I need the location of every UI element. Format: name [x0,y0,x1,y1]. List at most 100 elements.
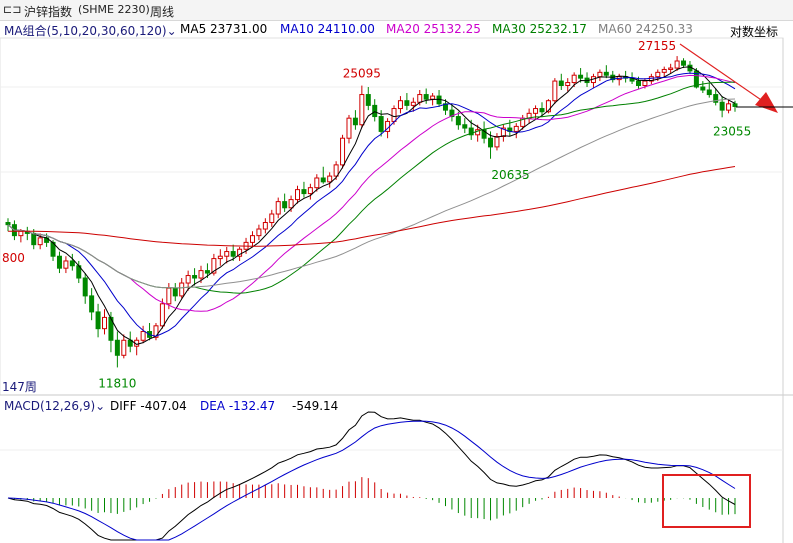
candle-body [95,311,101,330]
candle-body [700,86,706,91]
candlestick [153,322,159,341]
ma-line-ma20 [7,74,736,312]
macd-value: -549.14 [292,399,339,413]
candlestick [681,58,687,69]
candlestick [192,268,198,286]
candlestick [211,253,217,276]
candle-body [224,251,230,257]
ma5-legend: MA5 23731.00 [180,22,268,36]
chevron-down-icon[interactable]: ⌄ [166,24,177,38]
candlestick [346,114,352,144]
candle-body [314,177,320,189]
candlestick [24,226,30,241]
candlestick [307,183,313,200]
candlestick [269,209,275,227]
candlestick [340,134,346,169]
candlestick [494,133,500,151]
candle-body [198,270,204,279]
candlestick [706,82,712,98]
macd-diff: DIFF -407.04 [110,399,187,413]
candle-body [597,71,603,78]
candlestick [713,88,719,106]
candle-body [726,103,732,111]
ma-line-ma10 [7,72,736,337]
candle-body [262,222,268,230]
chart-window-icon[interactable]: ⊏⊐ [3,3,22,16]
candle-body [397,100,403,110]
ma-line-ma60 [7,98,736,289]
candle-body [211,258,217,274]
candle-body [719,101,725,111]
candlestick [327,172,333,188]
ma10-legend: MA10 24110.00 [280,22,375,36]
candlestick [262,218,268,234]
candlestick [481,121,487,144]
candlestick [449,103,455,122]
candlestick [147,322,153,341]
candle-body [513,125,519,132]
candlestick [436,90,442,107]
candle-body [63,260,69,269]
candle-body [417,94,423,103]
candlestick [121,334,127,359]
candle-body [533,108,539,114]
candlestick [314,174,320,192]
candle-body [256,228,262,237]
candlestick [462,118,468,134]
candle-body [539,108,545,113]
candle-body [320,177,326,183]
candlestick [500,124,506,142]
candle-body [102,316,107,330]
candle-body [365,94,371,106]
candle-body [681,60,687,66]
candle-body [159,303,165,327]
candle-body [114,339,120,356]
candle-body [455,116,461,126]
macd-name[interactable]: MACD(12,26,9)⌄ [4,399,106,413]
candlestick [352,110,358,130]
candlestick [533,105,539,120]
period-selector[interactable]: 周线 [150,5,175,19]
low-label-20635: 20635 [491,168,529,182]
candle-body [655,71,661,78]
candlestick [69,253,75,271]
candle-body [204,270,210,274]
candle-body [288,199,294,209]
candle-body [706,89,712,96]
candlestick [397,96,403,114]
candlestick [89,288,95,321]
candle-body [69,260,75,267]
chevron-down-icon[interactable]: ⌄ [95,399,106,413]
candle-body [565,82,571,87]
candle-body [82,277,88,297]
candlestick [597,69,603,82]
candle-body [462,124,468,129]
candlestick [256,224,262,241]
candlestick [513,123,519,139]
candle-body [5,222,11,226]
candlestick [172,283,178,302]
candle-body [301,189,307,195]
candlestick [668,63,674,74]
candle-body [275,201,281,215]
candle-body [636,80,641,87]
candle-body [18,230,24,237]
candlestick [140,325,146,344]
candlestick [63,256,69,274]
candle-body [31,232,37,246]
ma-line-ma5 [7,66,736,345]
log-scale-toggle[interactable]: 对数坐标 [730,25,779,39]
ma-line-ma120 [8,166,736,247]
ma-group-selector[interactable]: MA组合(5,10,20,30,60,120)⌄ [4,24,177,38]
candle-body [333,164,339,177]
trend-arrow-head-icon [755,92,778,113]
candle-body [172,287,178,297]
title-bar: ⊏⊐ 沪锌指数 (SHME 2230) 周线 [0,0,793,21]
ma30-legend: MA30 25232.17 [492,22,587,36]
candlestick [539,102,545,117]
candle-body [140,331,146,341]
candle-body [179,282,185,297]
candlestick [584,72,590,87]
